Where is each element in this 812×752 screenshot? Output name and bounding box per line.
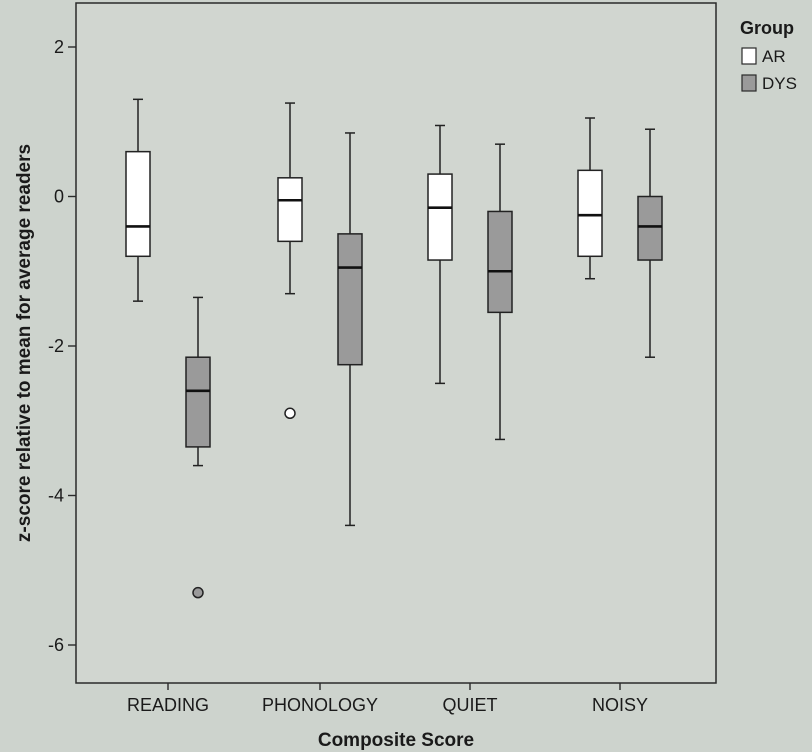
- legend-swatch-dys: [741, 74, 757, 92]
- box-ar-quiet: [427, 124, 453, 385]
- box-dys-phonology: [337, 132, 363, 527]
- box-ar-phonology: [277, 102, 303, 420]
- plot-area: [75, 2, 717, 684]
- legend-label-dys: DYS: [762, 74, 797, 93]
- x-tick-label: QUIET: [442, 695, 497, 715]
- x-tick-label: READING: [127, 695, 209, 715]
- box-ar-noisy: [577, 117, 603, 280]
- box-dys-noisy: [637, 128, 663, 358]
- box-ar-reading: [125, 98, 151, 302]
- box-dys-reading: [185, 296, 211, 599]
- box-iqr: [577, 169, 603, 258]
- box-iqr: [637, 195, 663, 261]
- y-tick-label: 0: [54, 187, 64, 207]
- y-axis: 2 0 -2 -4 -6: [48, 37, 76, 655]
- box-iqr: [185, 356, 211, 448]
- box-iqr: [427, 173, 453, 261]
- outlier-point: [192, 586, 204, 599]
- y-tick-label: -6: [48, 635, 64, 655]
- box-series: [125, 98, 663, 599]
- box-iqr: [277, 177, 303, 243]
- legend-label-ar: AR: [762, 47, 786, 66]
- x-axis-title: Composite Score: [318, 730, 474, 751]
- legend-swatch-ar: [741, 47, 757, 65]
- box-iqr: [487, 210, 513, 314]
- legend-title: Group: [740, 18, 794, 38]
- outlier-point: [284, 407, 296, 420]
- y-tick-label: -4: [48, 486, 64, 506]
- x-axis: READING PHONOLOGY QUIET NOISY: [127, 683, 648, 715]
- y-axis-title: z-score relative to mean for average rea…: [14, 144, 35, 542]
- box-iqr: [337, 233, 363, 366]
- legend: Group AR DYS: [740, 18, 797, 93]
- y-tick-label: -2: [48, 336, 64, 356]
- box-iqr: [125, 150, 151, 258]
- x-tick-label: PHONOLOGY: [262, 695, 378, 715]
- y-tick-label: 2: [54, 37, 64, 57]
- x-tick-label: NOISY: [592, 695, 648, 715]
- box-dys-quiet: [487, 143, 513, 441]
